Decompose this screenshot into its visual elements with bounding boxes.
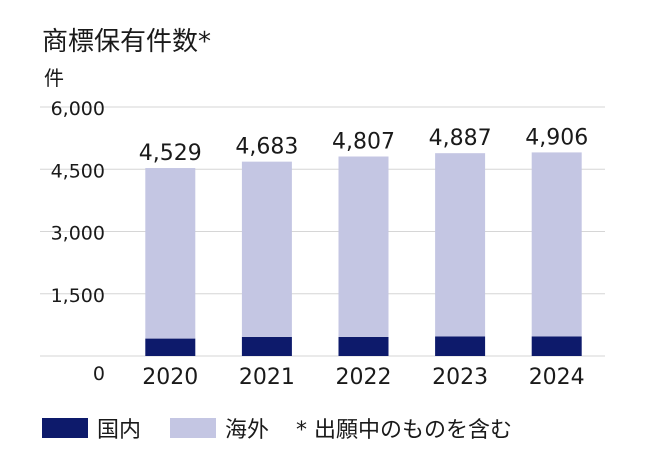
bar-segment-overseas bbox=[145, 168, 196, 339]
data-label-total: 4,887 bbox=[429, 126, 492, 151]
data-label-total: 4,906 bbox=[525, 125, 588, 150]
chart-title: 商標保有件数* bbox=[42, 27, 211, 57]
data-labels: 4,529 4,683 4,807 4,887 4,906 bbox=[139, 125, 588, 166]
bar-segment-domestic bbox=[338, 336, 389, 356]
bars bbox=[145, 152, 582, 356]
y-tick-label: 3,000 bbox=[51, 223, 105, 245]
y-tick-label: 1,500 bbox=[51, 285, 105, 307]
y-tick-label: 0 bbox=[93, 363, 105, 385]
bar-segment-overseas bbox=[241, 161, 292, 337]
bar-segment-overseas bbox=[531, 152, 582, 337]
bar-segment-overseas bbox=[435, 153, 486, 337]
x-tick-label: 2023 bbox=[432, 365, 488, 390]
legend: 国内 海外 * 出願中のものを含む bbox=[42, 418, 512, 443]
x-tick-label: 2021 bbox=[239, 365, 295, 390]
data-label-total: 4,807 bbox=[332, 130, 395, 155]
x-tick-label: 2024 bbox=[529, 365, 585, 390]
legend-swatch-overseas bbox=[170, 418, 216, 438]
y-axis-ticks: 6,000 4,500 3,000 1,500 0 bbox=[51, 98, 105, 385]
y-tick-label: 6,000 bbox=[51, 98, 105, 120]
x-tick-label: 2020 bbox=[142, 365, 198, 390]
gridlines bbox=[40, 106, 605, 357]
legend-label-domestic: 国内 bbox=[97, 418, 141, 443]
y-axis-unit: 件 bbox=[44, 66, 64, 90]
data-label-total: 4,683 bbox=[235, 135, 298, 160]
legend-label-overseas: 海外 bbox=[225, 418, 269, 443]
data-label-total: 4,529 bbox=[139, 141, 202, 166]
legend-swatch-domestic bbox=[42, 418, 88, 438]
legend-note: * 出願中のものを含む bbox=[296, 418, 512, 443]
bar-segment-domestic bbox=[435, 336, 486, 356]
y-tick-label: 4,500 bbox=[51, 160, 105, 182]
bar-segment-domestic bbox=[531, 336, 582, 356]
bar-segment-overseas bbox=[338, 156, 389, 337]
x-tick-label: 2022 bbox=[336, 365, 392, 390]
bar-segment-domestic bbox=[145, 338, 196, 356]
x-axis-ticks: 2020 2021 2022 2023 2024 bbox=[142, 365, 584, 390]
bar-segment-domestic bbox=[241, 336, 292, 356]
